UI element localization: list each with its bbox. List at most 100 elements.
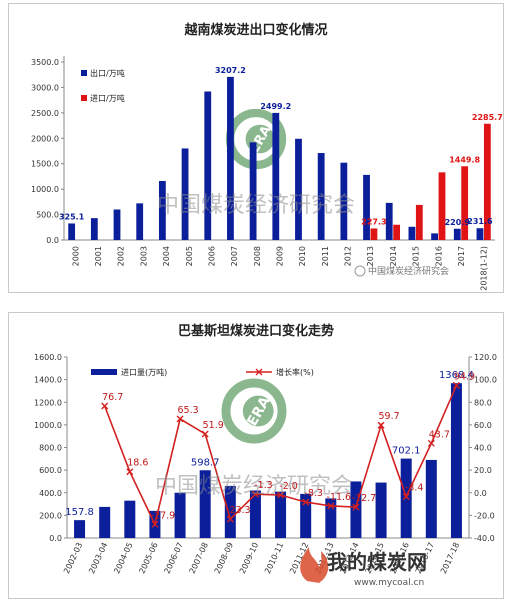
export-bar-2012 — [340, 162, 348, 240]
y-tick-label: 3000.0 — [31, 83, 59, 92]
data-label-51-9: 51.9 — [203, 420, 224, 431]
x-tick-label-2016: 2016 — [434, 246, 443, 266]
y2-tick-label: -20.0 — [474, 511, 495, 520]
growth-marker-2009-10 — [251, 490, 259, 498]
site-url: www.mycoal.cn — [354, 578, 424, 588]
export-bar-2017 — [453, 228, 461, 240]
export-bar-2003 — [136, 203, 144, 240]
y-tick-label: 3500.0 — [31, 58, 59, 67]
x-tick-label-2009-10: 2009-10 — [238, 541, 260, 575]
x-tick-label-2010: 2010 — [298, 246, 307, 266]
y-tick-label: 0.0 — [46, 236, 59, 245]
x-tick-label-2003: 2003 — [139, 246, 148, 266]
flame-logo-icon — [300, 547, 329, 583]
import-bar-2017 — [461, 166, 469, 240]
site-logo-text: 我的煤炭网 — [327, 550, 427, 574]
watermark-text: 中国煤炭经济研究会 — [157, 193, 355, 218]
import-bar-2014 — [393, 224, 401, 240]
vietnam-coal-chart: 越南煤炭进出口变化情况 0.0 500.0 1000.0 1500.0 2000.0 250… — [31, 22, 503, 291]
export-bar-2015 — [408, 226, 416, 240]
data-label-65-3: 65.3 — [177, 405, 198, 416]
pakistan-coal-chart-panel: 巴基斯坦煤炭进口变化走势 0.0 200.0 400.0 600.0 800.0 1000.… — [8, 312, 504, 599]
y2-tick-label: 100.0 — [474, 376, 497, 385]
data-label-3-4: -3.4 — [405, 483, 424, 494]
x-tick-label-2004-05: 2004-05 — [112, 541, 134, 575]
legend-label-growth: 增长率(%) — [276, 367, 314, 377]
legend-label-1: 进口/万吨 — [90, 93, 125, 103]
export-bar-2004 — [158, 181, 166, 240]
import-bar-2004-05 — [124, 500, 136, 538]
data-label-231-6: 231.6 — [467, 217, 493, 226]
x-tick-label-2010-11: 2010-11 — [263, 541, 285, 575]
x-tick-label-2004: 2004 — [162, 246, 171, 266]
x-tick-label-2000: 2000 — [71, 246, 80, 266]
export-bar-2011 — [317, 153, 325, 240]
import-bar-2017-18 — [450, 383, 462, 538]
data-label-2285-7: 2285.7 — [472, 113, 503, 122]
y2-tick-label: -40.0 — [474, 534, 495, 543]
growth-marker-2006-07 — [176, 415, 184, 423]
growth-marker-2016-17 — [427, 439, 435, 447]
data-label-76-7: 76.7 — [102, 392, 123, 403]
export-bar-2006 — [204, 91, 212, 240]
y-tick-label: 400.0 — [39, 489, 62, 498]
import-bar-2013 — [370, 228, 378, 240]
export-bar-2016 — [431, 233, 438, 240]
x-tick-label-2005: 2005 — [185, 246, 194, 266]
x-tick-label-2015: 2015 — [412, 246, 421, 266]
import-bar-2018-1-12 — [483, 123, 491, 240]
chart-title: 越南煤炭进出口变化情况 — [183, 22, 327, 38]
y2-tick-label: 20.0 — [474, 466, 492, 475]
y-tick-label: 1000.0 — [31, 185, 59, 194]
x-tick-label-2006-07: 2006-07 — [163, 541, 185, 575]
legend-swatch-0 — [81, 70, 87, 76]
data-label-325-1: 325.1 — [59, 212, 85, 221]
data-label-94-9: 94.9 — [454, 371, 475, 382]
data-label-59-7: 59.7 — [378, 411, 399, 422]
pakistan-coal-chart: 巴基斯坦煤炭进口变化走势 0.0 200.0 400.0 600.0 800.0 1000.… — [34, 323, 497, 588]
data-label-1449-8: 1449.8 — [449, 155, 480, 164]
data-label-1368-4: 1368.4 — [439, 370, 474, 381]
growth-marker-2007-08 — [201, 430, 209, 438]
y-tick-label: 2500.0 — [31, 109, 59, 118]
import-bar-2012-13 — [325, 498, 337, 538]
data-label-18-6: 18.6 — [127, 458, 148, 469]
data-label-8-3: -8.3 — [304, 488, 323, 499]
data-label-227-3: 227.3 — [361, 217, 386, 226]
x-tick-label-2017-18: 2017-18 — [439, 541, 461, 575]
import-bar-2014-15 — [375, 482, 387, 538]
import-bar-2008-09 — [224, 485, 236, 538]
export-bar-2002 — [113, 209, 121, 240]
export-bar-2010 — [295, 138, 302, 240]
y-tick-label: 800.0 — [39, 444, 62, 453]
growth-marker-2004-05 — [126, 468, 134, 476]
growth-marker-2011-12 — [302, 498, 310, 506]
legend-swatch-imports — [91, 369, 117, 375]
growth-marker-2017-18 — [452, 381, 460, 389]
import-bar-2009-10 — [249, 490, 261, 538]
export-bar-2000 — [68, 223, 76, 240]
export-bar-2005 — [181, 148, 189, 240]
import-bar-2013-14 — [350, 481, 362, 538]
data-label-2-0: -2.0 — [279, 481, 298, 492]
vietnam-coal-chart-panel: 越南煤炭进出口变化情况 0.0 500.0 1000.0 1500.0 2000.0 250… — [8, 3, 504, 293]
import-bar-2006-07 — [174, 492, 186, 538]
x-tick-label-2013: 2013 — [366, 246, 375, 266]
data-label-43-7: 43.7 — [429, 429, 450, 440]
y2-tick-label: 60.0 — [474, 421, 492, 430]
x-tick-label-2002-03: 2002-03 — [62, 541, 84, 575]
import-bar-2003-04 — [99, 506, 111, 538]
growth-marker-2010-11 — [277, 491, 285, 499]
y-tick-label: 0.0 — [49, 534, 62, 543]
export-bar-2014 — [385, 202, 393, 240]
export-bar-2009 — [272, 112, 280, 240]
y-tick-label: 500.0 — [36, 211, 59, 220]
data-label-220-9: 220.9 — [445, 218, 471, 227]
export-bar-2007 — [227, 76, 234, 241]
x-tick-label-2009: 2009 — [276, 246, 285, 266]
wechat-icon — [354, 265, 366, 277]
data-label-157-8: 157.8 — [65, 507, 94, 518]
legend-marker-growth — [255, 368, 263, 376]
chart-title: 巴基斯坦煤炭进口变化走势 — [178, 323, 334, 339]
era-watermark-logo: ERA — [221, 378, 287, 444]
